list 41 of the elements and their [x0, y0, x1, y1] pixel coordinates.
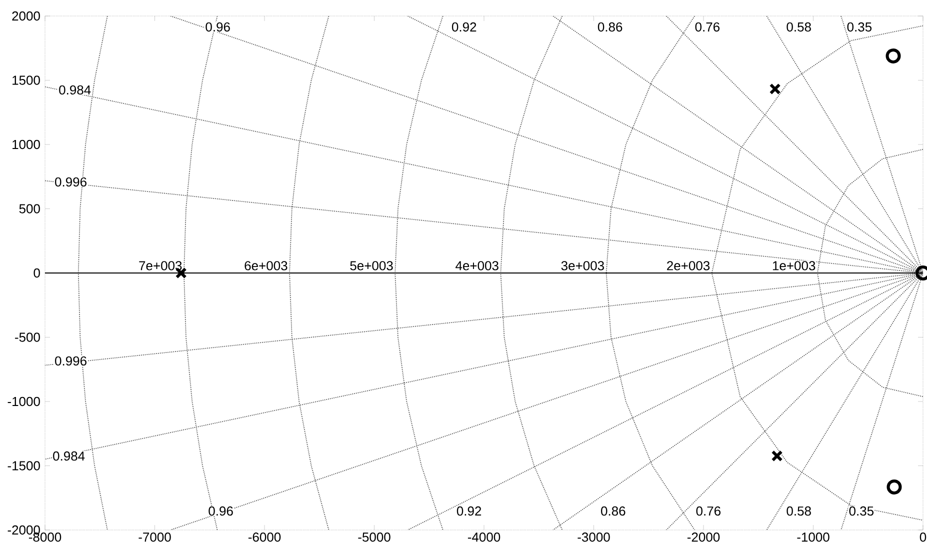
annotation: 6e+003	[244, 261, 288, 270]
annotation: 4e+003	[456, 261, 498, 270]
x-tick-label: -7000	[138, 532, 171, 542]
y-tick-label: 500	[19, 204, 40, 214]
x-tick-label: -3000	[578, 532, 610, 542]
annotation: 1e+003	[772, 261, 816, 270]
annotation: 0.92	[456, 506, 482, 516]
y-tick-label: -500	[15, 332, 40, 342]
annotation: 0.984	[53, 451, 85, 461]
x-tick-label: -6000	[248, 532, 281, 542]
annotation: 0.996	[55, 177, 86, 187]
y-tick-label: -2000	[8, 525, 40, 535]
y-tick-label: 1000	[12, 140, 40, 150]
annotation: 3e+003	[561, 261, 604, 270]
annotation: 0.96	[208, 506, 233, 516]
annotation: 0.92	[452, 22, 476, 32]
x-tick-label: -2000	[687, 532, 720, 542]
y-tick-label: -1500	[8, 461, 40, 470]
annotation: 7e+003	[139, 261, 182, 270]
y-tick-label: 0	[34, 268, 40, 278]
annotation: 0.996	[55, 356, 86, 366]
y-tick-label: -1000	[8, 396, 40, 406]
annotation: 0.96	[206, 22, 230, 32]
annotation: 0.76	[695, 22, 720, 32]
annotation: 0.58	[786, 22, 811, 32]
x-tick-label: -1000	[797, 532, 830, 542]
x-tick-label: -8000	[28, 532, 62, 542]
annotation: 2e+003	[667, 261, 710, 270]
annotation: 0.86	[601, 506, 626, 516]
y-tick-label: 1500	[12, 76, 40, 85]
annotation: 0.76	[696, 506, 721, 516]
annotation: 0.86	[598, 22, 622, 32]
annotation: 0.58	[786, 506, 811, 516]
annotation: 0.35	[847, 22, 872, 32]
x-tick-label: 0	[920, 532, 926, 542]
x-tick-label: -4000	[468, 532, 500, 542]
annotation: 0.35	[849, 506, 874, 516]
y-tick-label: 2000	[12, 11, 40, 21]
annotation: 0.984	[59, 85, 91, 95]
annotation: 5e+003	[350, 261, 393, 270]
x-tick-label: -5000	[358, 532, 390, 542]
